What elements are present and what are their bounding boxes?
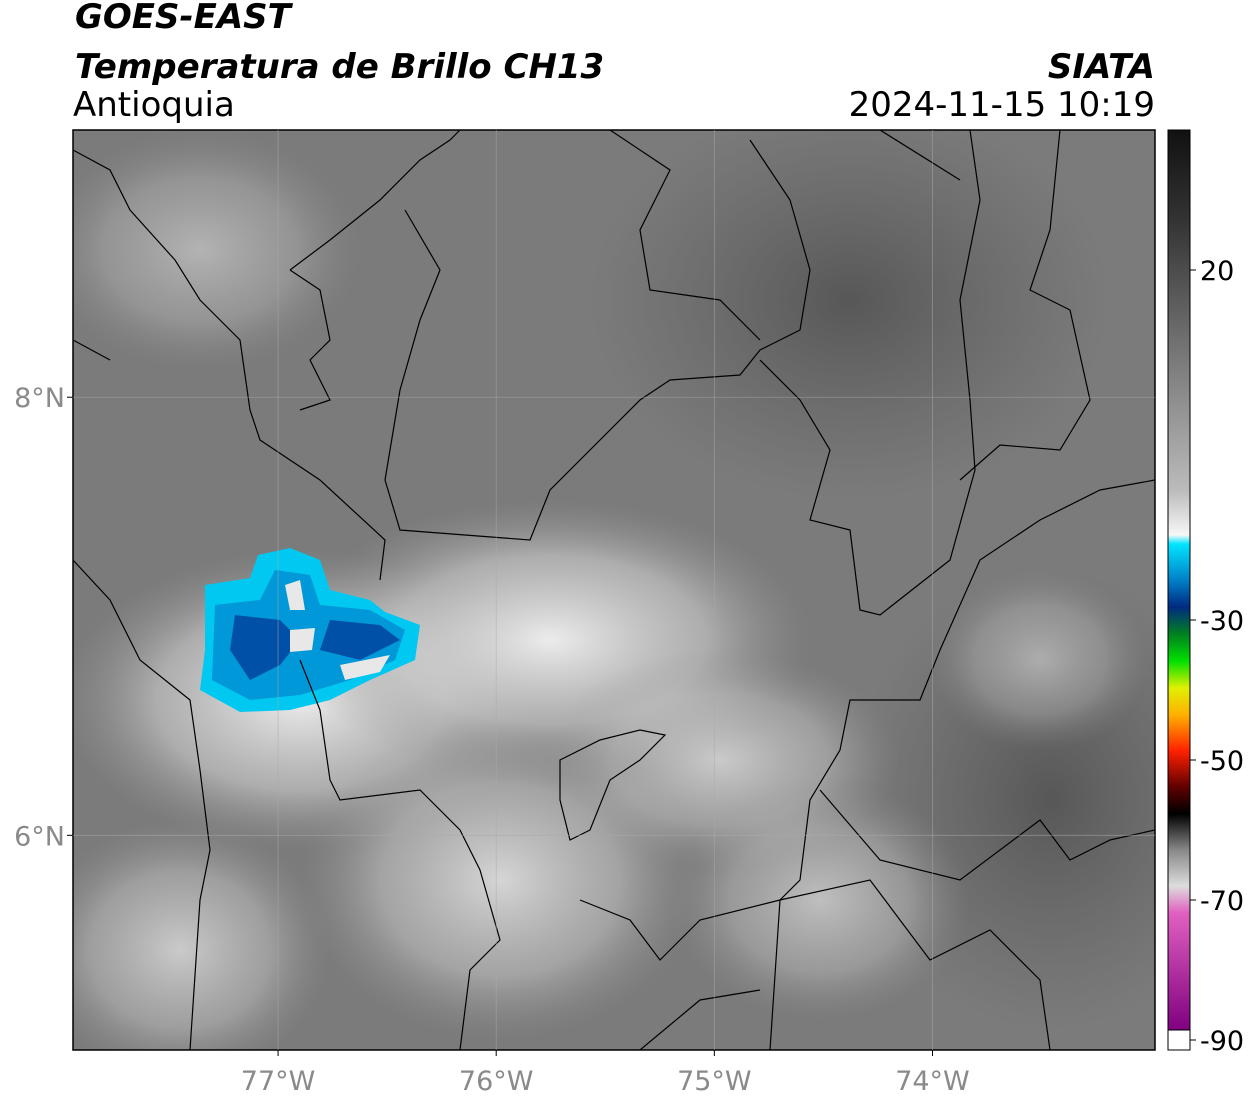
colorbar-tick-label: -70 [1200, 886, 1244, 917]
colorbar [1168, 130, 1190, 1030]
x-tick-label: 74°W [895, 1066, 970, 1097]
colorbar-frame [1167, 129, 1191, 1051]
y-tick-label: 8°N [14, 383, 65, 414]
colorbar-tick-label: -50 [1200, 746, 1244, 777]
product-title: Temperatura de Brillo CH13 [75, 47, 604, 87]
y-tick-label: 6°N [14, 821, 65, 852]
colorbar-tick-label: -90 [1200, 1026, 1244, 1057]
colorbar-tick-label: 20 [1200, 256, 1234, 287]
colorbar-tick-label: -30 [1200, 606, 1244, 637]
map-frame [72, 129, 1156, 1051]
x-tick-label: 77°W [241, 1066, 316, 1097]
satellite-image [73, 130, 1155, 1050]
x-tick-label: 76°W [459, 1066, 534, 1097]
borders [73, 130, 1155, 1050]
satellite-title: GOES-EAST [75, 0, 294, 37]
datetime: 2024-11-15 10:19 [849, 85, 1155, 125]
x-tick-label: 75°W [677, 1066, 752, 1097]
region: Antioquia [73, 85, 235, 125]
colorbar-under [1167, 1029, 1191, 1051]
agency: SIATA [1048, 47, 1155, 87]
